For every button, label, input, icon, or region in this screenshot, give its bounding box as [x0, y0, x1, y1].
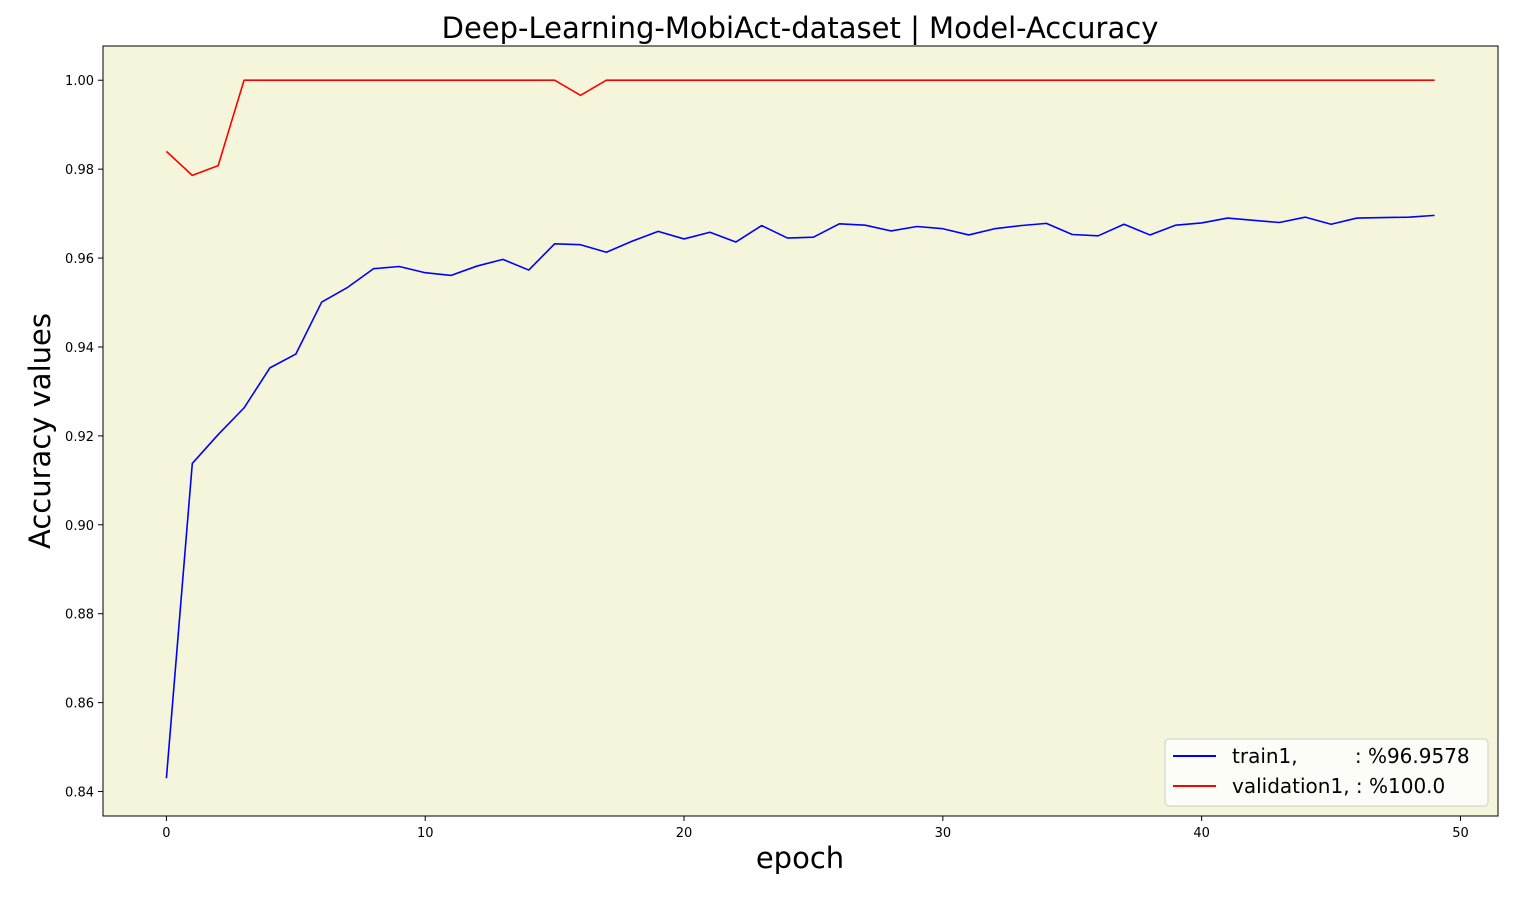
y-axis-label: Accuracy values: [23, 313, 57, 549]
x-tick-label: 0: [162, 826, 170, 841]
series-layer: [165, 79, 1435, 779]
legend-label-validation: validation1, : %100.0: [1232, 774, 1445, 798]
legend-box: [1164, 738, 1489, 807]
y-tick-label: 0.94: [65, 341, 94, 356]
series-line-train: [165, 214, 1435, 779]
y-tick-label: 0.90: [65, 519, 94, 534]
x-tick-label: 20: [676, 826, 693, 841]
y-tick-label: 0.88: [65, 608, 94, 623]
x-tick-label: 50: [1452, 826, 1469, 841]
x-tick-label: 40: [1193, 826, 1210, 841]
y-tick-label: 1.00: [65, 74, 94, 89]
y-tick-label: 0.96: [65, 252, 94, 267]
chart-title: Deep-Learning-MobiAct-dataset | Model-Ac…: [442, 11, 1159, 45]
plot-area: [103, 46, 1498, 816]
x-tick-label: 30: [935, 826, 952, 841]
y-tick-label: 0.86: [65, 697, 94, 712]
y-tick-label: 0.92: [65, 430, 94, 445]
plot-frame: [102, 45, 1499, 817]
y-tick-label: 0.84: [65, 786, 94, 801]
series-line-validation: [165, 79, 1435, 177]
x-axis-label: epoch: [756, 841, 844, 875]
x-axis: 0 10 20 30 40 50: [162, 816, 1469, 841]
y-axis: 0.84 0.86 0.88 0.90 0.92 0.94 0.96 0.98 1.00: [65, 74, 103, 801]
y-tick-label: 0.98: [65, 163, 94, 178]
legend-label-train: train1, : %96.9578: [1232, 744, 1470, 768]
x-tick-label: 10: [417, 826, 434, 841]
legend: train1, : %96.9578 validation1, : %100.0: [1164, 738, 1489, 807]
